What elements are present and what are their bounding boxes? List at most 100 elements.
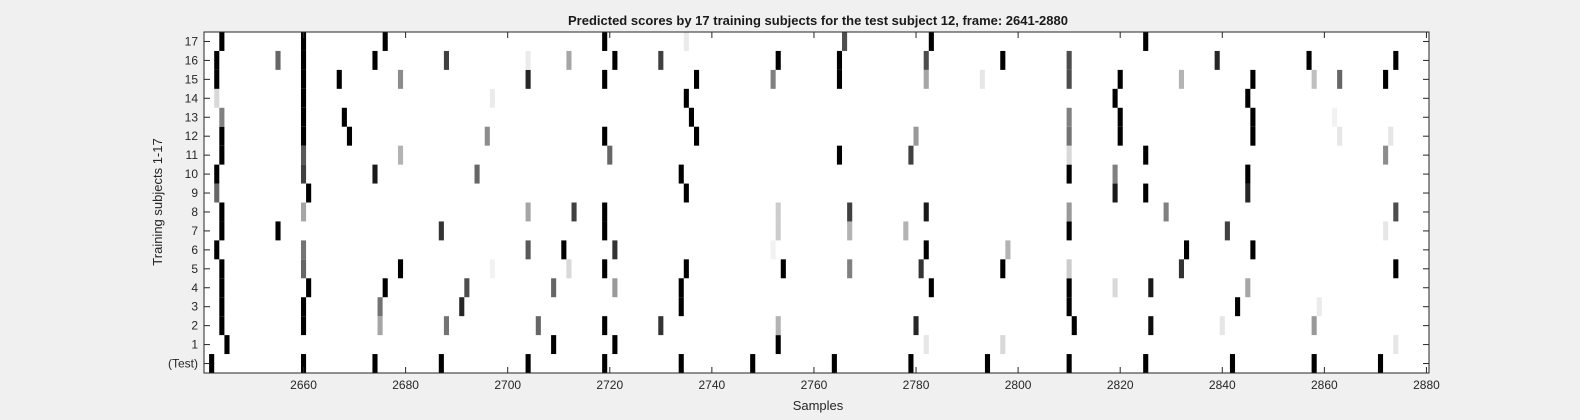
heat-cell (1306, 50, 1312, 70)
x-tick-label: 2780 (903, 378, 930, 392)
heat-cell (683, 183, 689, 203)
heat-cell (214, 164, 220, 184)
heat-cell (1383, 221, 1389, 241)
heat-cell (372, 164, 378, 184)
heat-cell (306, 278, 312, 298)
heat-cell (1066, 221, 1072, 241)
heat-cell (561, 240, 567, 260)
x-tick-label: 2660 (290, 378, 317, 392)
heat-cell (1229, 354, 1236, 373)
heat-cell (913, 316, 919, 336)
heat-cell (1337, 69, 1343, 89)
heat-cell (372, 354, 378, 373)
heat-cell (525, 354, 531, 373)
heat-cell (612, 278, 618, 298)
y-tick-label: 1 (191, 338, 198, 352)
heat-cell (566, 50, 572, 70)
heat-cell (489, 88, 495, 108)
y-tick-label: 12 (185, 129, 199, 143)
heat-cell (464, 278, 470, 298)
heat-cell (847, 259, 853, 279)
heat-cell (775, 221, 781, 241)
heat-cell (1388, 126, 1394, 146)
heat-cell (1311, 69, 1317, 89)
heat-cell (1000, 335, 1006, 355)
heat-cell (1112, 278, 1118, 298)
heat-cell (1066, 126, 1072, 146)
heat-cell (377, 297, 383, 317)
heat-cell (775, 202, 781, 222)
y-axis-label: Training subjects 1-17 (150, 138, 165, 265)
heat-cell (300, 145, 307, 165)
heat-cell (214, 88, 220, 108)
heat-cell (484, 126, 490, 146)
heat-cell (300, 202, 307, 222)
heat-cell (1143, 354, 1149, 373)
x-tick-label: 2880 (1413, 378, 1440, 392)
heat-cell (1066, 164, 1072, 184)
heat-cell (928, 32, 934, 51)
y-tick-label: 14 (185, 91, 199, 105)
heat-cell (1066, 50, 1072, 70)
heat-cell (214, 183, 220, 203)
heat-cell (1245, 278, 1251, 298)
x-tick-label: 2840 (1209, 378, 1236, 392)
heat-cell (1393, 50, 1399, 70)
heat-cell (612, 240, 618, 260)
heat-cell (275, 221, 281, 241)
heat-cell (612, 50, 618, 70)
heat-cell (219, 32, 225, 51)
heat-cell (923, 50, 929, 70)
heat-cell (300, 354, 307, 373)
heat-cell (1117, 126, 1123, 146)
y-tick-label: 3 (191, 300, 198, 314)
heat-cell (341, 107, 347, 127)
heat-cell (300, 259, 307, 279)
heat-cell (336, 69, 342, 89)
heat-cell (377, 316, 383, 336)
heat-cell (1143, 32, 1149, 51)
y-tick-label: 10 (185, 167, 199, 181)
plot-area (204, 32, 1429, 373)
y-tick-label: 7 (191, 224, 198, 238)
heat-cell (1066, 297, 1072, 317)
heat-cell (300, 297, 307, 317)
heat-cell (842, 32, 848, 51)
heat-cell (1163, 202, 1169, 222)
heat-cell (1071, 316, 1077, 336)
heat-cell (1000, 259, 1006, 279)
heat-cell (1066, 278, 1072, 298)
heat-cell (1143, 183, 1149, 203)
heat-cell (775, 335, 781, 355)
heat-cell (525, 240, 531, 260)
x-tick-label: 2760 (801, 378, 828, 392)
y-tick-label: 4 (191, 281, 198, 295)
heat-cell (836, 145, 843, 165)
heat-cell (1066, 145, 1072, 165)
heat-cell (443, 316, 449, 336)
x-tick-label: 2680 (392, 378, 419, 392)
heat-cell (602, 202, 608, 222)
heat-cell (979, 69, 985, 89)
heat-cell (535, 316, 541, 336)
heat-cell (602, 221, 608, 241)
heat-cell (300, 240, 307, 260)
heat-cell (219, 221, 225, 241)
x-tick-label: 2740 (699, 378, 726, 392)
heat-cell (1383, 69, 1389, 89)
heat-cell (1143, 145, 1149, 165)
heat-cell (1235, 297, 1241, 317)
heat-cell (612, 335, 618, 355)
heat-cell (1250, 126, 1256, 146)
heat-cell (372, 50, 378, 70)
heat-cell (1066, 202, 1072, 222)
heat-cell (1005, 240, 1011, 260)
x-tick-label: 2800 (1005, 378, 1032, 392)
heat-cell (836, 50, 843, 70)
heat-cell (1112, 88, 1118, 108)
heat-cell (219, 202, 225, 222)
heat-cell (1337, 126, 1343, 146)
heat-cell (219, 145, 225, 165)
heat-cell (775, 316, 781, 336)
